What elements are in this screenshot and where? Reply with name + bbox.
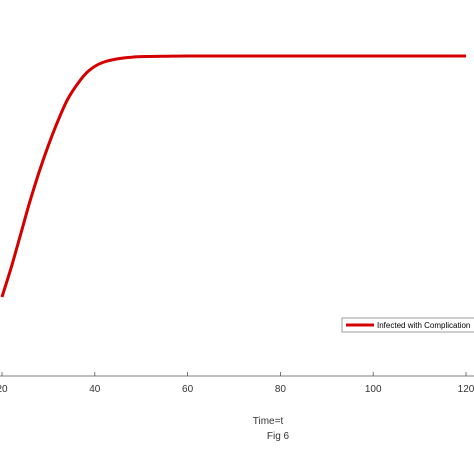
series-group [0, 54, 466, 298]
x-tick-label: 20 [0, 384, 8, 395]
x-tick-label: 60 [182, 384, 194, 395]
x-tick-label: 40 [89, 384, 101, 395]
x-axis-label: Time=t [253, 416, 284, 427]
x-tick-label: 100 [365, 384, 382, 395]
series-line-infected-with-complication [0, 54, 466, 298]
x-axis: 20 40 60 80 100 120 [0, 372, 474, 395]
x-tick-label: 120 [458, 384, 474, 395]
x-tick-label: 80 [275, 384, 287, 395]
legend-entry-label: Infected with Complication [377, 321, 470, 330]
figure-caption: Fig 6 [267, 431, 290, 442]
legend: Infected with Complication [341, 317, 474, 333]
legend-box [341, 317, 474, 333]
